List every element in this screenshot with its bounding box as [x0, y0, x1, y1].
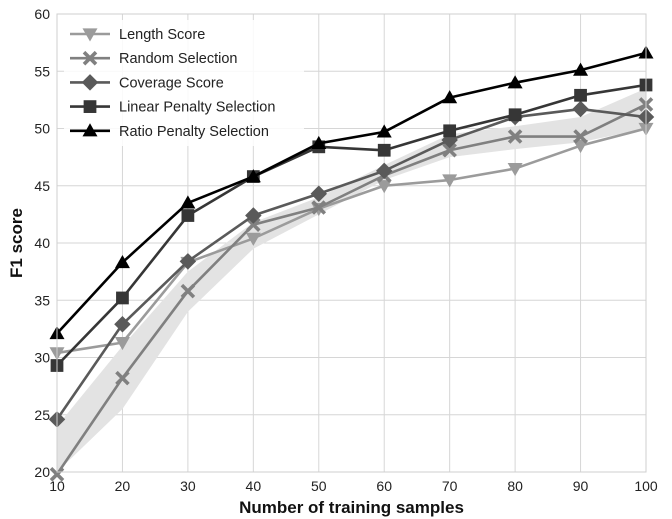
legend-entry-ratio-penalty-selection: Ratio Penalty Selection	[70, 123, 269, 140]
data-point	[311, 135, 327, 150]
confidence-band-layer	[57, 88, 646, 473]
y-tick-label: 50	[34, 121, 50, 137]
data-point	[49, 467, 65, 482]
confidence-band	[57, 88, 646, 473]
data-point	[376, 124, 392, 138]
legend-entry-coverage-score: Coverage Score	[70, 74, 224, 91]
data-point	[377, 143, 391, 157]
y-tick-label: 45	[34, 178, 50, 194]
data-point	[442, 142, 457, 158]
x-tick-label: 40	[246, 478, 262, 494]
data-point	[442, 174, 458, 188]
legend-label: Linear Penalty Selection	[119, 100, 275, 116]
data-point	[443, 124, 457, 138]
series-line	[56, 127, 647, 355]
data-point	[245, 169, 261, 183]
data-point	[508, 108, 522, 122]
data-point	[573, 129, 588, 144]
x-tick-label: 100	[634, 478, 658, 494]
series-line	[55, 103, 647, 476]
data-point	[114, 336, 130, 351]
legend-label: Ratio Penalty Selection	[119, 124, 269, 140]
y-axis-title: F1 score	[7, 208, 26, 278]
legend-entry-linear-penalty-selection: Linear Penalty Selection	[70, 100, 275, 116]
x-axis-title: Number of training samples	[239, 498, 464, 517]
legend-label: Random Selection	[119, 51, 238, 67]
data-point	[179, 253, 197, 270]
legend-marker	[82, 123, 98, 137]
x-tick-label: 80	[507, 478, 523, 494]
x-tick-label: 70	[442, 478, 458, 494]
data-point	[114, 316, 131, 333]
data-point	[311, 200, 327, 215]
data-point	[507, 162, 523, 177]
y-tick-label: 25	[34, 407, 50, 423]
legend-label: Coverage Score	[119, 75, 224, 91]
x-tick-label: 50	[311, 478, 327, 494]
data-point	[442, 90, 458, 104]
legend-entry-random-selection: Random Selection	[70, 50, 238, 67]
series-coverage-score	[48, 100, 655, 428]
data-point	[115, 370, 130, 386]
x-tick-label: 30	[180, 478, 196, 494]
data-point	[245, 207, 262, 224]
data-point	[245, 232, 261, 246]
series-ratio-penalty-selection	[49, 45, 654, 340]
legend-marker	[82, 50, 98, 66]
data-point	[116, 291, 129, 305]
legend: Length Score Random Selection Coverage Sco…	[64, 20, 304, 146]
data-point	[507, 75, 523, 89]
data-point	[375, 162, 393, 180]
data-point	[246, 217, 261, 232]
legend-label: Length Score	[119, 27, 205, 43]
y-tick-label: 55	[34, 63, 50, 79]
data-point	[114, 254, 130, 269]
x-tick-label: 90	[573, 478, 589, 494]
data-point	[572, 100, 589, 118]
data-point	[573, 62, 589, 76]
x-tick-label: 10	[49, 478, 65, 494]
data-point	[376, 180, 392, 194]
legend-entry-length-score: Length Score	[70, 27, 205, 43]
x-tick-label: 20	[115, 478, 131, 494]
y-tick-label: 40	[34, 235, 50, 251]
series-line	[56, 51, 647, 335]
data-point	[573, 140, 589, 154]
y-tick-label: 20	[34, 464, 50, 480]
plot-frame	[56, 13, 647, 473]
legend-marker	[83, 100, 97, 113]
data-point	[180, 283, 196, 299]
series-line	[56, 83, 647, 367]
data-point	[181, 209, 195, 222]
y-tick-label: 35	[34, 292, 50, 308]
data-point	[310, 185, 328, 203]
series-line	[55, 107, 647, 421]
y-tick-label: 30	[34, 350, 50, 366]
legend-marker	[82, 28, 98, 42]
data-point	[180, 195, 196, 209]
x-tick-label: 60	[376, 478, 392, 494]
legend-marker	[81, 74, 99, 91]
data-point	[507, 129, 523, 144]
series-layer	[48, 45, 655, 482]
y-tick-label: 60	[34, 6, 50, 22]
data-point	[574, 88, 587, 102]
